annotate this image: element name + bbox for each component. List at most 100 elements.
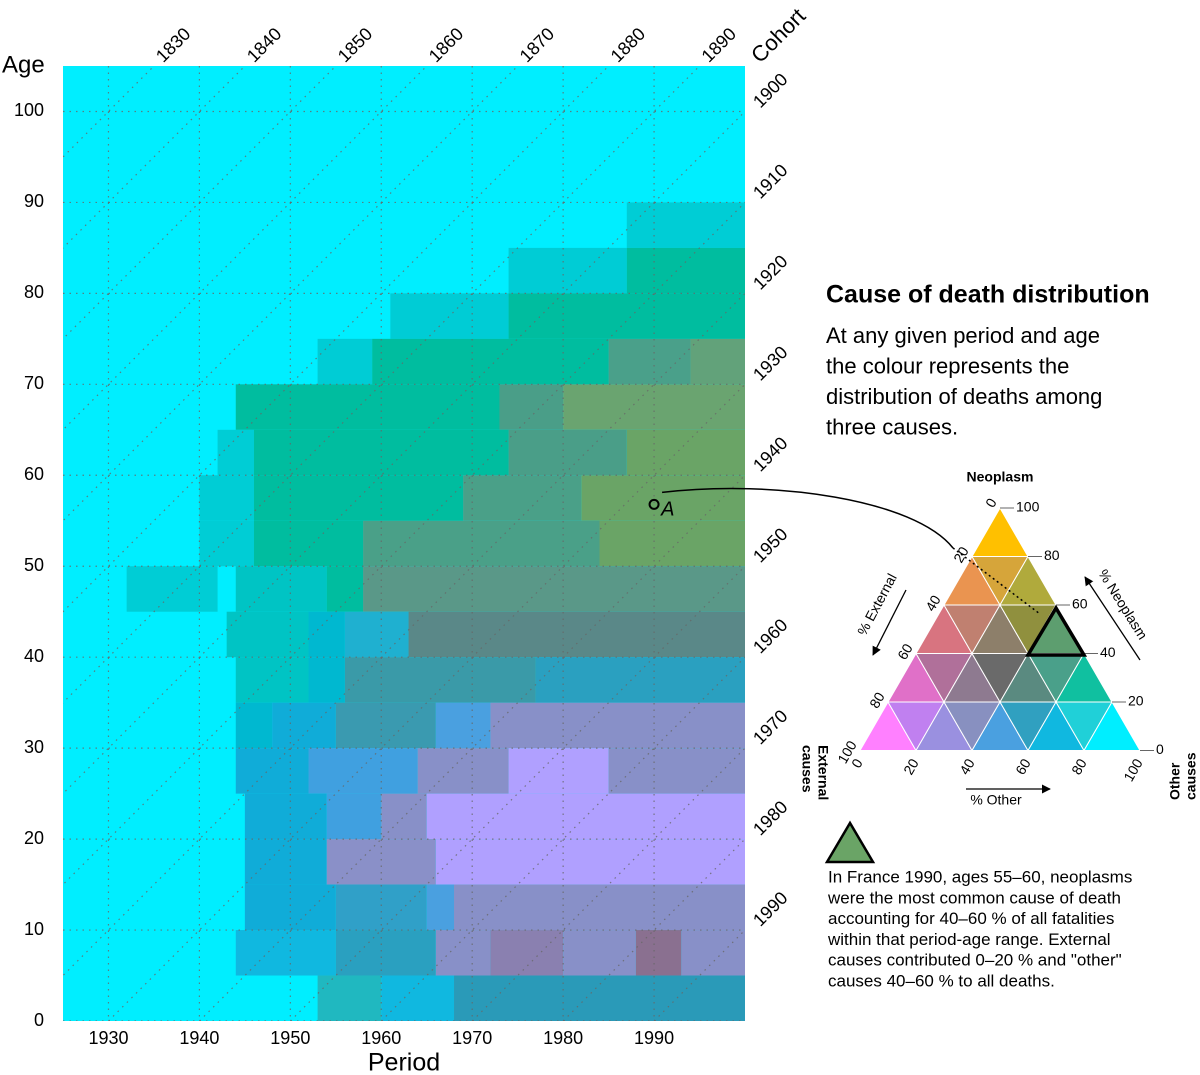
x-axis-title: Period: [368, 1049, 440, 1075]
cohort-line: [63, 66, 610, 613]
cell: [490, 702, 745, 749]
cell: [372, 338, 609, 385]
cell: [272, 702, 336, 749]
description-line: At any given period and age: [826, 323, 1100, 348]
cell: [626, 202, 745, 248]
y-tick-label: 40: [24, 646, 44, 666]
cell: [390, 293, 509, 339]
key-left-label: External: [815, 745, 831, 800]
key-tick-label: 80: [1044, 547, 1060, 563]
key-highlight: [1024, 604, 1088, 657]
cell: [326, 566, 364, 612]
key-tick-label: 60: [894, 641, 916, 663]
cohort-line: [63, 66, 337, 340]
ternary-key: 000202020404040606060808080100100100Neop…: [799, 469, 1198, 808]
cell: [426, 884, 455, 931]
key-top-label: Neoplasm: [967, 469, 1034, 485]
cohort-label: 1860: [425, 24, 467, 66]
cell: [235, 384, 500, 430]
note-line: were the most common cause of death: [827, 888, 1121, 907]
note-icon: [824, 820, 876, 864]
cell: [235, 702, 273, 749]
x-tick-label: 1960: [361, 1028, 401, 1048]
annotation-connector: [952, 547, 1041, 615]
cell: [690, 338, 745, 385]
key-tick-label: 80: [1068, 756, 1090, 778]
cohort-label: 1900: [749, 69, 791, 111]
cell: [253, 520, 364, 567]
grid: [63, 66, 745, 1021]
key-right-label: causes: [1183, 752, 1199, 800]
cohort-line: [63, 66, 428, 431]
cell: [426, 793, 745, 840]
annotation-point: [648, 498, 660, 510]
key-tick-label: 60: [1012, 756, 1034, 778]
cell: [508, 748, 609, 794]
cohort-line: [63, 66, 246, 249]
y-tick-label: 70: [24, 373, 44, 393]
key-title: Cause of death distribution: [826, 281, 1150, 309]
description-line: three causes.: [826, 414, 958, 439]
cell: [326, 793, 382, 840]
note: In France 1990, ages 55–60, neoplasms wer…: [827, 867, 1132, 990]
y-tick-label: 30: [24, 737, 44, 757]
cohort-label: 1870: [516, 24, 558, 66]
x-tick-label: 1980: [543, 1028, 583, 1048]
key-left-label: causes: [799, 745, 815, 793]
cell: [235, 657, 309, 703]
cohort-label: 1850: [334, 24, 376, 66]
cell: [535, 657, 745, 703]
x-tick-label: 1930: [88, 1028, 128, 1048]
y-tick-label: 100: [14, 100, 44, 120]
cell: [435, 702, 491, 749]
cell: [608, 748, 745, 794]
key-tick-label: 100: [1120, 756, 1146, 784]
cell: [308, 657, 345, 703]
cell: [235, 930, 336, 976]
y-axis-title: Age: [2, 51, 45, 78]
cell: [508, 429, 627, 476]
cell: [335, 884, 427, 931]
cell: [635, 930, 682, 976]
description-line: the colour represents the: [826, 353, 1069, 378]
cohort-label: 1950: [749, 524, 791, 566]
key-arrow: [1084, 576, 1141, 661]
key-tick-label: 60: [1072, 596, 1088, 612]
cohort-label: 1960: [749, 615, 791, 657]
cohort-label: 1840: [243, 24, 285, 66]
cell: [199, 475, 254, 521]
key-tick-label: 0: [982, 495, 1000, 510]
cell: [508, 293, 745, 339]
key-bottom-axis: % Other: [970, 792, 1022, 808]
x-tick-label: 1970: [452, 1028, 492, 1048]
cell: [381, 975, 455, 1021]
cell: [335, 930, 436, 976]
note-line: accounting for 40–60 % of all fatalities: [828, 909, 1114, 928]
cell: [408, 611, 745, 658]
cell: [126, 566, 218, 612]
cell: [317, 338, 373, 385]
annotation-connector: [661, 487, 954, 549]
cell: [253, 475, 464, 521]
x-tick-label: 1940: [179, 1028, 219, 1048]
cohort-label: 1980: [749, 797, 791, 839]
cell: [490, 930, 564, 976]
cell: [244, 793, 327, 840]
cell: [226, 611, 309, 658]
cohort-label: 1890: [698, 24, 740, 66]
cohort-line: [63, 110, 745, 795]
key-arrow: [872, 589, 907, 656]
cell: [244, 839, 327, 885]
cell: [626, 429, 745, 476]
cell: [363, 520, 600, 567]
note-line: In France 1990, ages 55–60, neoplasms: [828, 867, 1132, 886]
description-line: distribution of deaths among: [826, 384, 1102, 409]
key-right-label: Other: [1167, 762, 1183, 800]
cell: [454, 884, 745, 931]
cell: [344, 657, 536, 703]
x-tick-label: 1950: [270, 1028, 310, 1048]
note-line: causes contributed 0–20 % and "other": [828, 951, 1122, 970]
cell: [308, 611, 345, 658]
x-tick-label: 1990: [634, 1028, 674, 1048]
key-tick-label: 0: [1156, 741, 1164, 757]
